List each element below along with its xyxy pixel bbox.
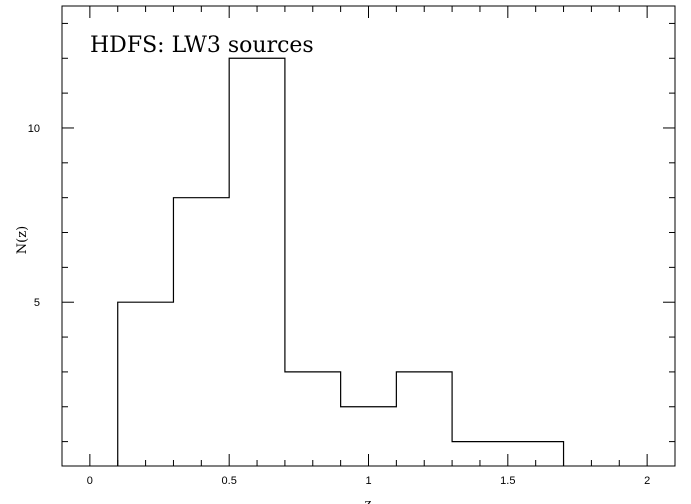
x-tick-label: 1 (365, 475, 371, 487)
y-axis-label: N(z) (15, 226, 30, 254)
x-tick-label: 0 (87, 475, 93, 487)
chart-title: HDFS: LW3 sources (90, 33, 314, 58)
y-tick-label: 10 (28, 123, 40, 135)
y-tick-label: 5 (34, 297, 40, 309)
x-tick-label: 1.5 (500, 475, 515, 487)
tick-marks (62, 6, 676, 466)
tick-labels: 0 0.5 1 1.5 2 5 10 (28, 123, 650, 487)
x-tick-label: 0.5 (222, 475, 237, 487)
x-axis-label: z (365, 497, 372, 504)
plot-frame (61, 5, 676, 467)
histogram-outline (117, 57, 565, 466)
x-tick-label: 2 (644, 475, 650, 487)
